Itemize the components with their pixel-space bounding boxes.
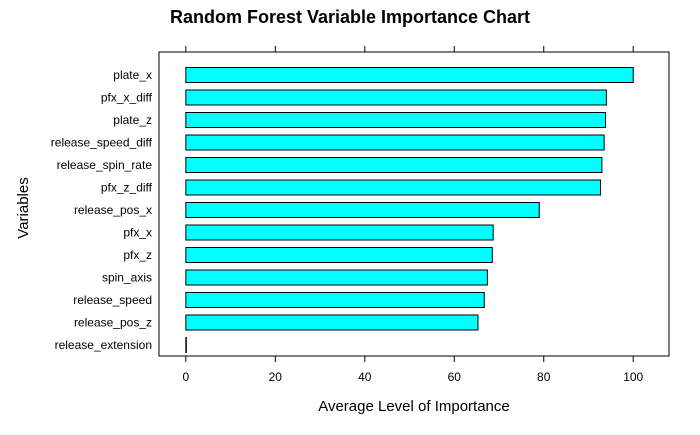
bar-pfx_x <box>185 224 494 241</box>
bar-release_speed <box>185 292 485 308</box>
y-tick-label-plate_z: plate_z <box>113 113 152 127</box>
bar-pfx_z_diff <box>185 179 602 196</box>
bar-release_pos_z <box>185 314 479 331</box>
y-axis-label: Variables <box>15 177 32 238</box>
y-tick-labels: plate_x pfx_x_diff plate_z release_speed_di… <box>51 68 153 352</box>
y-tick-label-pfx_z: pfx_z <box>123 248 152 262</box>
y-tick-label-pfx_x: pfx_x <box>123 226 152 240</box>
bar-release_pos_x <box>185 202 540 218</box>
bar-release_extension <box>185 337 187 353</box>
y-tick-label-pfx_z_diff: pfx_z_diff <box>101 181 153 195</box>
y-tick-label-plate_x: plate_x <box>113 68 152 82</box>
chart-title: Random Forest Variable Importance Chart <box>170 7 530 27</box>
y-tick-label-pfx_x_diff: pfx_x_diff <box>101 91 153 105</box>
x-tick-label-60: 60 <box>448 370 462 384</box>
x-tick-label-80: 80 <box>537 370 551 384</box>
plot-frame <box>158 51 670 357</box>
y-tick-label-release_spin_rate: release_spin_rate <box>57 158 153 172</box>
bar-pfx_x_diff <box>185 89 607 106</box>
y-tick-label-release_speed_diff: release_speed_diff <box>51 136 153 150</box>
y-tick-label-release_pos_x: release_pos_x <box>74 203 152 217</box>
bar-pfx_z <box>185 247 493 263</box>
top-axis-ticks <box>185 46 634 52</box>
x-axis: 0 20 40 60 80 100 <box>182 356 644 384</box>
y-tick-label-release_pos_z: release_pos_z <box>74 316 152 330</box>
bars-layer <box>185 67 634 353</box>
y-tick-label-release_extension: release_extension <box>55 338 152 352</box>
x-axis-label: Average Level of Importance <box>318 398 510 415</box>
x-tick-label-0: 0 <box>182 370 189 384</box>
x-tick-label-40: 40 <box>358 370 372 384</box>
bar-spin_axis <box>185 269 488 286</box>
bar-release_spin_rate <box>185 157 603 173</box>
y-tick-label-spin_axis: spin_axis <box>102 271 152 285</box>
x-tick-label-100: 100 <box>623 370 643 384</box>
x-tick-label-20: 20 <box>269 370 283 384</box>
y-tick-label-release_speed: release_speed <box>73 293 152 307</box>
bar-plate_z <box>185 112 606 128</box>
bar-release_speed_diff <box>185 134 605 151</box>
bar-plate_x <box>185 67 634 83</box>
